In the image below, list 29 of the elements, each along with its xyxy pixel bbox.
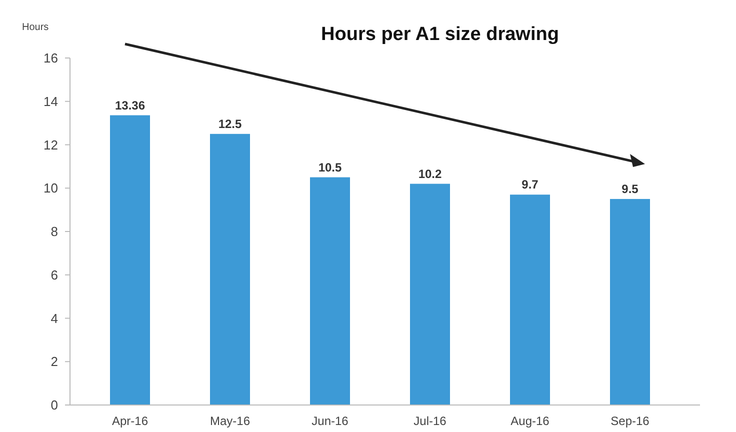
- y-tick-label: 14: [44, 94, 58, 109]
- y-tick-label: 4: [50, 310, 58, 326]
- bar: [210, 134, 250, 405]
- x-tick-label: Aug-16: [510, 414, 550, 428]
- x-tick-label: Jun-16: [312, 414, 349, 428]
- y-axis-title: Hours: [22, 22, 49, 33]
- x-tick-label: May-16: [210, 414, 250, 428]
- x-tick-label: Apr-16: [112, 414, 148, 428]
- data-label: 12.5: [218, 116, 242, 131]
- data-label: 9.7: [522, 178, 539, 192]
- y-tick-label: 8: [50, 224, 58, 240]
- data-label: 13.36: [114, 98, 146, 112]
- data-label: 10.5: [318, 160, 342, 174]
- y-tick-label: 12: [44, 137, 58, 152]
- chart-title: Hours per A1 size drawing: [321, 24, 559, 45]
- bar: [310, 177, 350, 405]
- y-tick-label: 6: [50, 267, 58, 282]
- bar: [610, 198, 650, 405]
- data-label: 9.5: [622, 182, 639, 196]
- bar: [110, 115, 150, 405]
- bar: [510, 194, 550, 405]
- y-tick-label: 0: [50, 398, 58, 413]
- y-tick-label: 10: [44, 180, 58, 196]
- y-tick-label: 2: [50, 354, 58, 370]
- y-tick-label: 16: [44, 50, 58, 66]
- x-tick-label: Sep-16: [610, 414, 650, 428]
- bar: [410, 184, 450, 405]
- data-label: 10.2: [418, 166, 442, 181]
- x-tick-label: Jul-16: [414, 414, 447, 428]
